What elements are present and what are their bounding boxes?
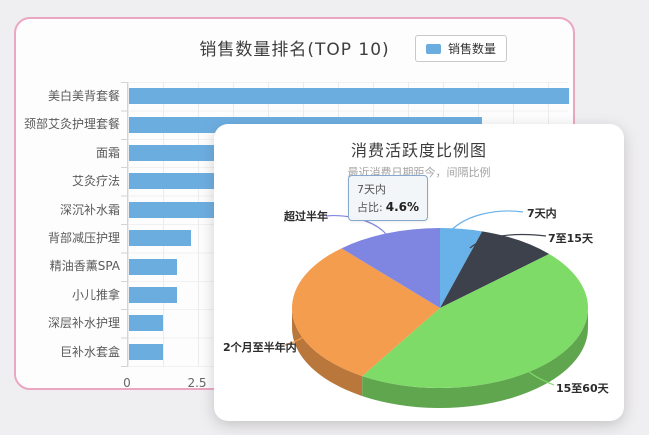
category-axis-ticks [121,82,128,368]
category-label: 艾灸疗法 [71,174,120,189]
pie-slice-side [292,308,363,397]
category-label: 颈部艾灸护理套餐 [23,117,120,132]
bar[interactable] [129,230,191,247]
pie-label-7days: 7天内 [527,207,557,220]
category-label: 深层补水护理 [47,316,120,331]
bar-chart-legend[interactable]: 销售数量 [415,35,508,62]
legend-swatch-icon [426,43,441,54]
tooltip-value: 4.6% [385,200,419,214]
x-axis-tick-label: 2.5 [187,376,207,390]
category-label: 小儿推拿 [71,287,120,302]
pie-label-15to60days: 15至60天 [556,382,609,395]
category-axis-labels: 美白美背套餐颈部艾灸护理套餐面霜艾灸疗法深沉补水霜背部减压护理 精油香薰SPA 小儿… [20,82,120,367]
category-label: 深沉补水霜 [59,202,120,217]
bar-chart-title: 销售数量排名(TOP 10) [199,40,390,60]
pie-slice[interactable] [362,253,589,388]
pie-label-over-halfyear: 超过半年 [284,210,328,223]
category-label: 背部减压护理 [47,231,120,245]
legend-label: 销售数量 [448,42,497,56]
bar[interactable] [129,343,163,360]
pie-label-2months-to-halfyear: 2个月至半年内 [223,341,297,354]
pie-slice[interactable] [440,228,483,308]
pie-slice-side [362,308,588,408]
pie-leader-lines [284,210,555,386]
bar[interactable] [129,287,177,303]
pie-tooltip: 7天内 占比: 4.6% [348,175,428,221]
bar[interactable] [129,315,163,332]
consumption-activity-panel: 消费活跃度比例图 最近消费日期距今，间隔比例 7天内 7至15天 15至60天 … [214,124,624,421]
pie-chart-title: 消费活跃度比例图 [350,141,487,160]
tooltip-value-row: 占比: 4.6% [357,199,419,215]
pie-slice[interactable] [292,248,440,377]
category-label: 精油香薰SPA [49,259,120,274]
category-label: 美白美背套餐 [47,89,120,103]
pie-slice[interactable] [341,228,440,308]
category-label: 巨补水套盒 [59,344,120,359]
pie-label-7to15days: 7至15天 [548,232,593,245]
category-label: 面霜 [95,145,120,160]
pie-slice[interactable] [440,231,550,308]
pie-chart [284,210,589,408]
tooltip-series-name: 7天内 [357,183,386,196]
tooltip-label: 占比: [357,201,383,214]
x-axis-tick-label: 0 [123,376,131,390]
bar[interactable] [129,258,177,275]
bar[interactable] [129,88,569,105]
